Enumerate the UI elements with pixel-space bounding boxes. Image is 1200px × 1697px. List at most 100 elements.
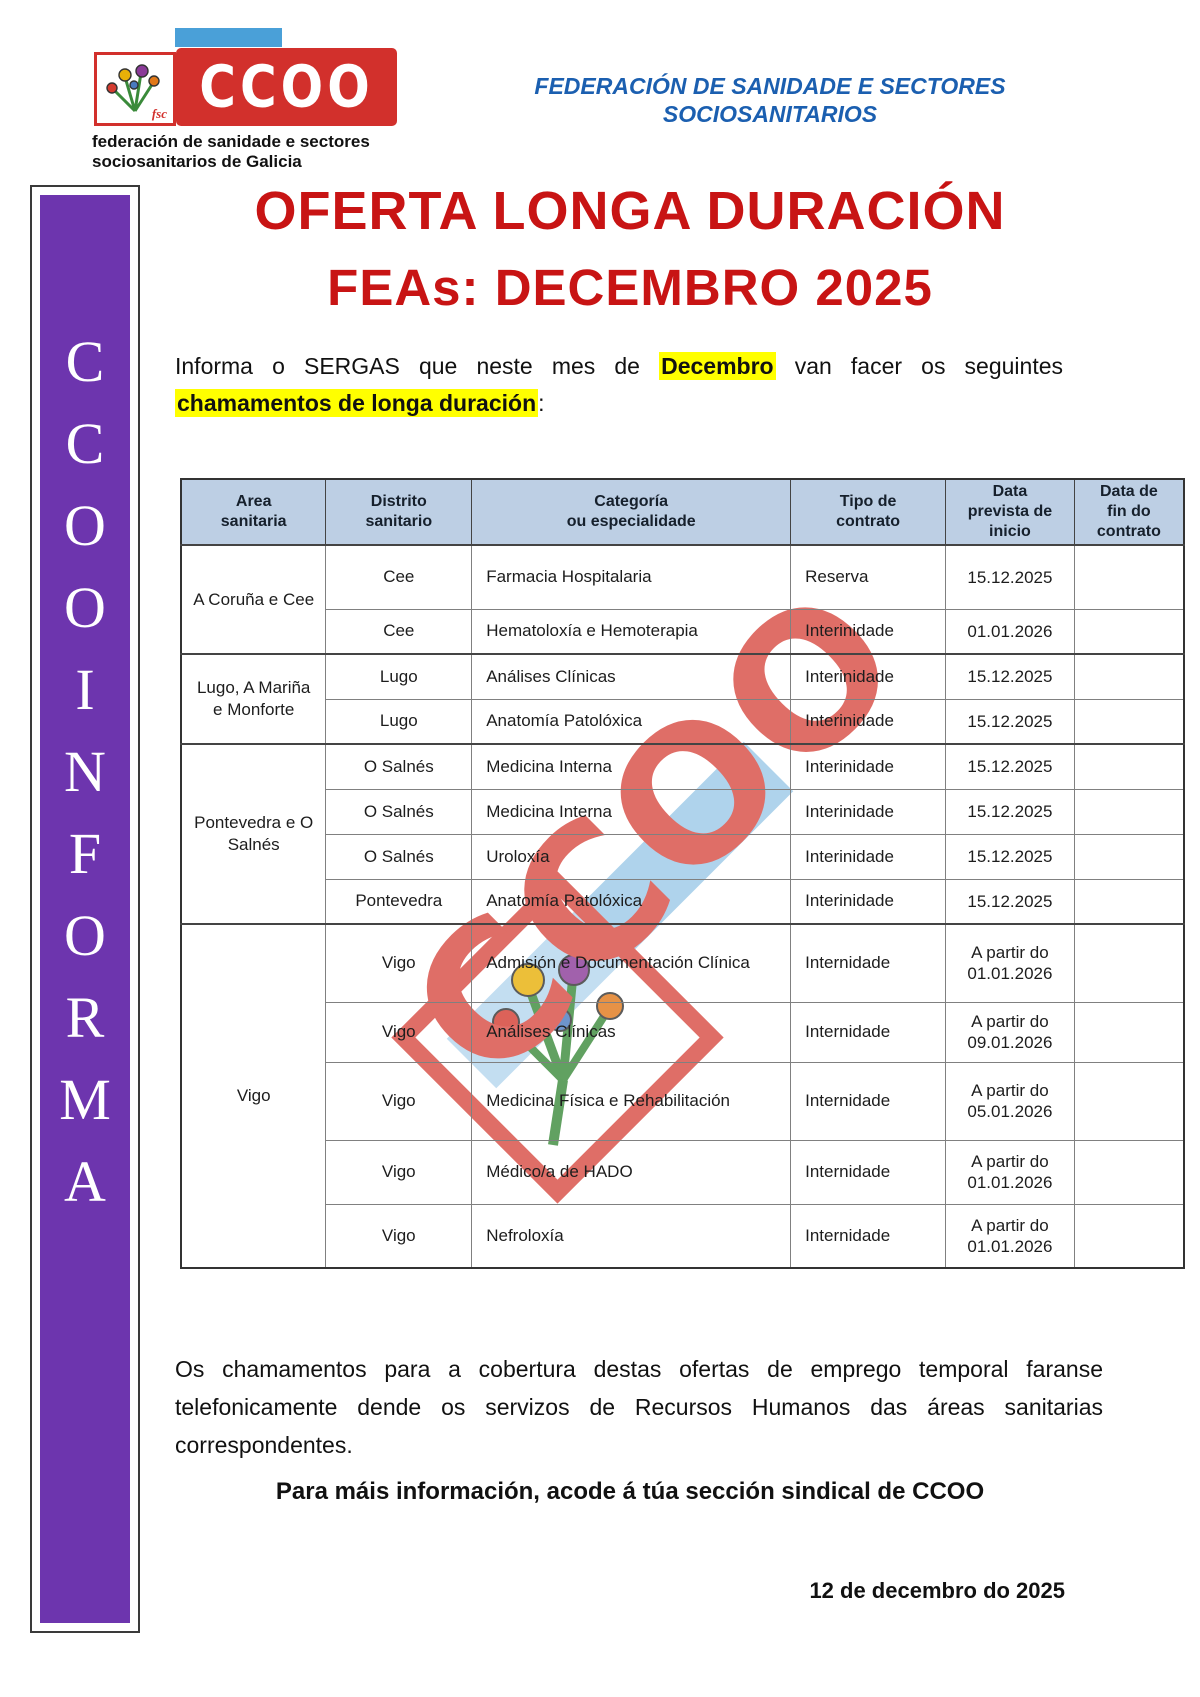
- inicio-cell: 15.12.2025: [945, 878, 1075, 925]
- footer-date: 12 de decembro do 2025: [809, 1578, 1065, 1603]
- ccoo-logo: fsc CCOO federación de sanidade e sector…: [88, 28, 408, 173]
- col-header-area: Area sanitaria: [180, 478, 327, 546]
- inicio-cell: 15.12.2025: [945, 743, 1075, 790]
- area-cell: Pontevedra e O Salnés: [180, 743, 327, 925]
- categoria-cell: Anatomía Patolóxica: [471, 878, 792, 925]
- fsc-flower-box: fsc: [94, 52, 176, 126]
- tipo-cell: Interinidade: [790, 698, 947, 745]
- table-row: Cee Hematoloxía e Hemoterapia Interinida…: [181, 608, 1185, 655]
- tipo-cell: Reserva: [790, 544, 947, 610]
- logo-org-line1: federación de sanidade e sectores: [92, 132, 370, 151]
- tipo-cell: Internidade: [790, 923, 947, 1003]
- inicio-cell: 15.12.2025: [945, 698, 1075, 745]
- table-row: Lugo Anatomía Patolóxica Interinidade 15…: [181, 698, 1185, 745]
- col-header-distrito: Distrito sanitario: [325, 478, 473, 546]
- col-header-inicio: Data prevista de inicio: [945, 478, 1075, 546]
- fin-cell: [1073, 1139, 1185, 1205]
- tipo-cell: Interinidade: [790, 608, 947, 655]
- intro-part2: van facer os seguintes: [794, 353, 1064, 379]
- tipo-cell: Interinidade: [790, 788, 947, 835]
- distrito-cell: Vigo: [325, 1203, 473, 1269]
- area-cell: Lugo, A Mariña e Monforte: [180, 653, 327, 745]
- distrito-cell: Pontevedra: [325, 878, 473, 925]
- fin-cell: [1073, 1203, 1185, 1269]
- categoria-cell: Nefroloxía: [471, 1203, 792, 1269]
- inicio-cell: 15.12.2025: [945, 833, 1075, 880]
- federation-title-line2: SOCIOSANITARIOS: [662, 101, 878, 127]
- categoria-cell: Farmacia Hospitalaria: [471, 544, 792, 610]
- categoria-cell: Medicina Interna: [471, 788, 792, 835]
- categoria-cell: Hematoloxía e Hemoterapia: [471, 608, 792, 655]
- distrito-cell: Lugo: [325, 698, 473, 745]
- tipo-cell: Internidade: [790, 1203, 947, 1269]
- table-row: O Salnés Uroloxía Interinidade 15.12.202…: [181, 833, 1185, 880]
- area-cell: A Coruña e Cee: [180, 544, 327, 655]
- fin-cell: [1073, 833, 1185, 880]
- banner-letter: A: [64, 1149, 106, 1214]
- federation-title: FEDERACIÓN DE SANIDADE E SECTORES SOCIOS…: [470, 72, 1070, 128]
- fin-cell: [1073, 698, 1185, 745]
- logo-org-name: federación de sanidade e sectores socios…: [92, 132, 422, 172]
- ccoo-informa-banner: C C O O I N F O R M A: [30, 185, 140, 1633]
- fin-cell: [1073, 788, 1185, 835]
- intro-highlight-chamamentos: chamamentos de longa duración: [175, 389, 539, 417]
- offers-table: Area sanitaria Distrito sanitario Catego…: [180, 478, 1185, 1269]
- banner-letter: C: [65, 329, 105, 394]
- col-header-categoria: Categoría ou especialidade: [471, 478, 792, 546]
- banner-letter: O: [64, 575, 106, 640]
- table-row: Pontevedra e O Salnés O Salnés Medicina …: [180, 743, 1185, 925]
- distrito-cell: O Salnés: [325, 788, 473, 835]
- inicio-cell: 15.12.2025: [945, 653, 1075, 700]
- distrito-cell: Cee: [325, 608, 473, 655]
- fin-cell: [1073, 544, 1185, 610]
- inicio-cell: A partir do 01.01.2026: [945, 1139, 1075, 1205]
- table-row: O Salnés Medicina Interna Interinidade 1…: [181, 788, 1185, 835]
- tipo-cell: Interinidade: [790, 833, 947, 880]
- area-cell: Vigo: [180, 923, 327, 1269]
- tipo-cell: Interinidade: [790, 743, 947, 790]
- fin-cell: [1073, 878, 1185, 925]
- fin-cell: [1073, 1001, 1185, 1063]
- tipo-cell: Interinidade: [790, 653, 947, 700]
- tipo-cell: Internidade: [790, 1001, 947, 1063]
- page-title-line2: FEAs: DECEMBRO 2025: [327, 259, 933, 316]
- inicio-cell: A partir do 01.01.2026: [945, 1203, 1075, 1269]
- fin-cell: [1073, 923, 1185, 1003]
- footer-paragraph: Os chamamentos para a cobertura destas o…: [175, 1356, 1103, 1458]
- distrito-cell: O Salnés: [325, 743, 473, 790]
- distrito-cell: Vigo: [325, 1139, 473, 1205]
- fin-cell: [1073, 608, 1185, 655]
- banner-letter: C: [65, 411, 105, 476]
- categoria-cell: Médico/a de HADO: [471, 1139, 792, 1205]
- banner-letter: I: [75, 657, 95, 722]
- inicio-cell: A partir do 01.01.2026: [945, 923, 1075, 1003]
- categoria-cell: Análises Clínicas: [471, 1001, 792, 1063]
- table-row: Vigo Medicina Física e Rehabilitación In…: [181, 1061, 1185, 1141]
- tipo-cell: Internidade: [790, 1061, 947, 1141]
- table-row: Vigo Nefroloxía Internidade A partir do …: [181, 1203, 1185, 1269]
- table-row: Lugo, A Mariña e Monforte Lugo Análises …: [180, 653, 1185, 745]
- table-row: Vigo Análises Clínicas Internidade A par…: [181, 1001, 1185, 1063]
- table-row: Vigo Vigo Admisión e Documentación Clíni…: [180, 923, 1185, 1269]
- intro-part1: Informa o SERGAS que neste mes de: [175, 353, 640, 379]
- ccoo-logo-red-box: CCOO: [176, 48, 397, 126]
- table-header-row: Area sanitaria Distrito sanitario Catego…: [180, 478, 1185, 546]
- distrito-cell: Vigo: [325, 923, 473, 1003]
- table-row: Vigo Médico/a de HADO Internidade A part…: [181, 1139, 1185, 1205]
- categoria-cell: Admisión e Documentación Clínica: [471, 923, 792, 1003]
- tipo-cell: Internidade: [790, 1139, 947, 1205]
- distrito-cell: Vigo: [325, 1061, 473, 1141]
- categoria-cell: Análises Clínicas: [471, 653, 792, 700]
- banner-letter: O: [64, 903, 106, 968]
- categoria-cell: Anatomía Patolóxica: [471, 698, 792, 745]
- intro-colon: :: [538, 390, 545, 416]
- inicio-cell: 15.12.2025: [945, 788, 1075, 835]
- banner-letter: M: [59, 1067, 111, 1132]
- inicio-cell: A partir do 05.01.2026: [945, 1061, 1075, 1141]
- page-title-line1: OFERTA LONGA DURACIÓN: [254, 181, 1006, 241]
- categoria-cell: Medicina Física e Rehabilitación: [471, 1061, 792, 1141]
- fin-cell: [1073, 653, 1185, 700]
- banner-letter: F: [68, 821, 102, 886]
- fin-cell: [1073, 743, 1185, 790]
